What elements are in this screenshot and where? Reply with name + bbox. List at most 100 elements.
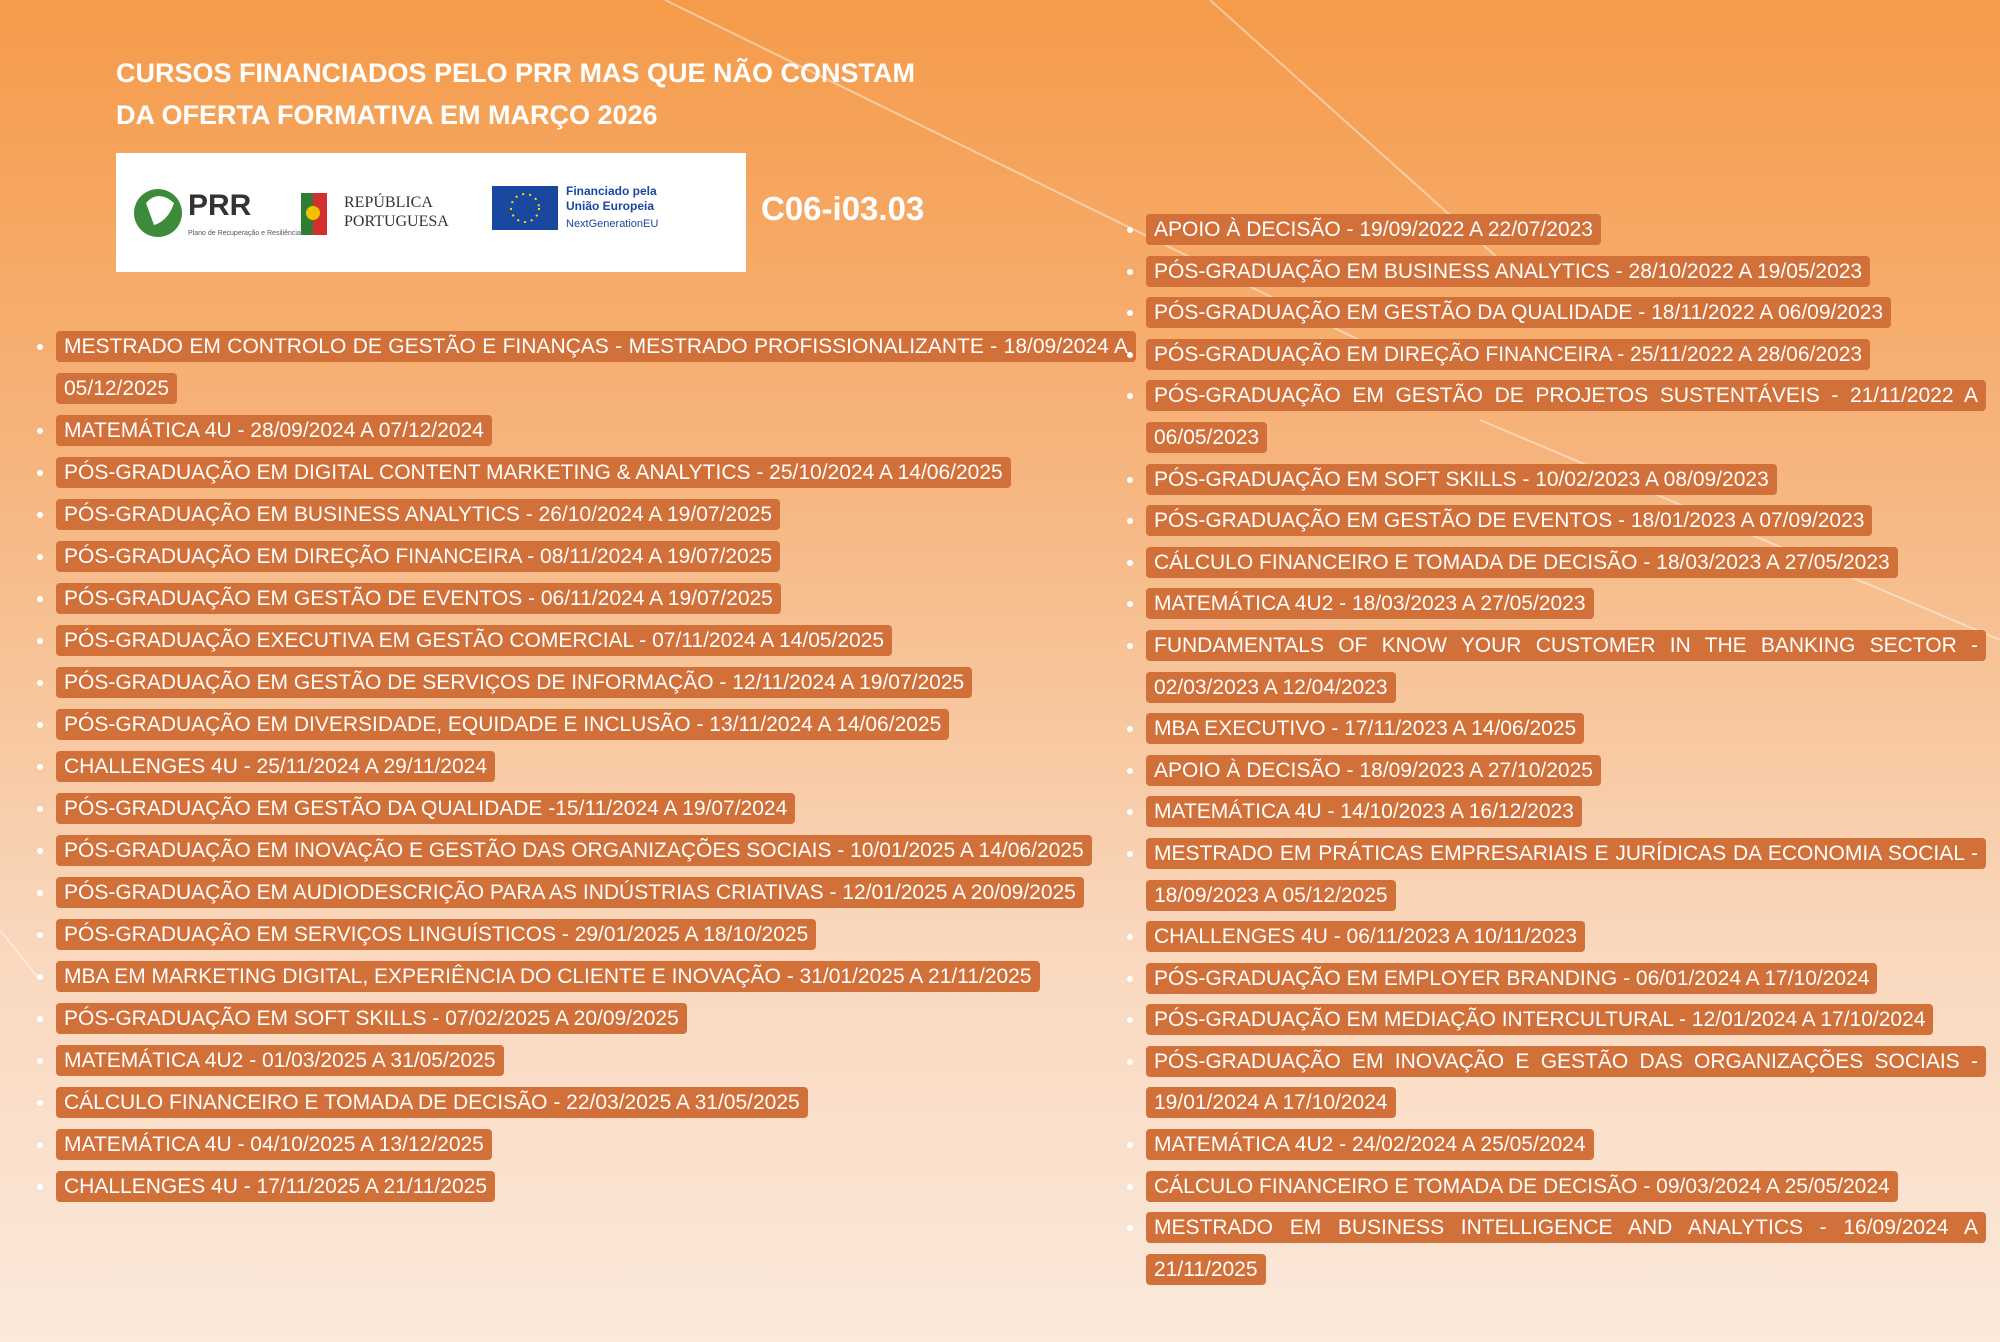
course-item: APOIO À DECISÃO - 18/09/2023 A 27/10/202… — [1146, 750, 1986, 792]
course-item: PÓS-GRADUAÇÃO EM BUSINESS ANALYTICS - 28… — [1146, 251, 1986, 293]
logos: PRR Plano de Recuperação e Resiliência R… — [116, 153, 746, 272]
course-text: PÓS-GRADUAÇÃO EM BUSINESS ANALYTICS - 26… — [56, 499, 781, 530]
course-text: MATEMÁTICA 4U - 04/10/2025 A 13/12/2025 — [56, 1129, 492, 1160]
course-item: PÓS-GRADUAÇÃO EM SOFT SKILLS - 10/02/202… — [1146, 459, 1986, 501]
course-text: PÓS-GRADUAÇÃO EM AUDIODESCRIÇÃO PARA AS … — [56, 877, 1084, 908]
eu-text: Financiado pela — [566, 184, 657, 198]
course-text: PÓS-GRADUAÇÃO EM DIREÇÃO FINANCEIRA - 25… — [1146, 338, 1871, 370]
course-item: MBA EXECUTIVO - 17/11/2023 A 14/06/2025 — [1146, 708, 1986, 750]
title-line: CURSOS FINANCIADOS PELO PRR MAS QUE NÃO … — [116, 58, 916, 88]
republica-text: REPÚBLICA — [344, 192, 433, 211]
course-item: MBA EM MARKETING DIGITAL, EXPERIÊNCIA DO… — [56, 956, 1136, 998]
course-text: PÓS-GRADUAÇÃO EM INOVAÇÃO E GESTÃO DAS O… — [56, 835, 1092, 866]
logo-strip: PRR Plano de Recuperação e Resiliência R… — [134, 184, 658, 237]
course-text: MATEMÁTICA 4U - 14/10/2023 A 16/12/2023 — [1146, 796, 1582, 828]
prr-subtext: Plano de Recuperação e Resiliência — [188, 230, 301, 237]
course-item: MATEMÁTICA 4U - 04/10/2025 A 13/12/2025 — [56, 1124, 1136, 1166]
course-list: APOIO À DECISÃO - 19/09/2022 A 22/07/202… — [1120, 209, 1986, 1290]
course-text: PÓS-GRADUAÇÃO EXECUTIVA EM GESTÃO COMERC… — [56, 625, 893, 656]
course-text: PÓS-GRADUAÇÃO EM GESTÃO DE SERVIÇOS DE I… — [56, 667, 973, 698]
course-item: CHALLENGES 4U - 25/11/2024 A 29/11/2024 — [56, 746, 1136, 788]
course-text: PÓS-GRADUAÇÃO EM GESTÃO DA QUALIDADE -15… — [56, 793, 796, 824]
course-text: MBA EM MARKETING DIGITAL, EXPERIÊNCIA DO… — [56, 961, 1040, 992]
course-item: PÓS-GRADUAÇÃO EM GESTÃO DE EVENTOS - 18/… — [1146, 500, 1986, 542]
course-item: MATEMÁTICA 4U - 28/09/2024 A 07/12/2024 — [56, 410, 1136, 452]
course-text: PÓS-GRADUAÇÃO EM DIGITAL CONTENT MARKETI… — [56, 457, 1011, 488]
course-text: MBA EXECUTIVO - 17/11/2023 A 14/06/2025 — [1146, 713, 1585, 745]
course-item: MATEMÁTICA 4U2 - 24/02/2024 A 25/05/2024 — [1146, 1124, 1986, 1166]
title-line: DA OFERTA FORMATIVA EM MARÇO 2026 — [116, 100, 658, 130]
course-text: CÁLCULO FINANCEIRO E TOMADA DE DECISÃO -… — [56, 1087, 808, 1118]
course-text: CÁLCULO FINANCEIRO E TOMADA DE DECISÃO -… — [1146, 546, 1898, 578]
course-item: MATEMÁTICA 4U - 14/10/2023 A 16/12/2023 — [1146, 791, 1986, 833]
eu-stars — [510, 193, 540, 223]
course-item: MESTRADO EM PRÁTICAS EMPRESARIAIS E JURÍ… — [1146, 833, 1986, 916]
course-text: PÓS-GRADUAÇÃO EM GESTÃO DE EVENTOS - 06/… — [56, 583, 781, 614]
course-item: CÁLCULO FINANCEIRO E TOMADA DE DECISÃO -… — [56, 1082, 1136, 1124]
title: CURSOS FINANCIADOS PELO PRR MAS QUE NÃO … — [116, 52, 915, 136]
course-item: CHALLENGES 4U - 06/11/2023 A 10/11/2023 — [1146, 916, 1986, 958]
prr-text: PRR — [188, 189, 252, 222]
course-item: APOIO À DECISÃO - 19/09/2022 A 22/07/202… — [1146, 209, 1986, 251]
course-text: PÓS-GRADUAÇÃO EM EMPLOYER BRANDING - 06/… — [1146, 962, 1878, 994]
course-text: MESTRADO EM PRÁTICAS EMPRESARIAIS E JURÍ… — [1146, 837, 1986, 911]
course-text: MATEMÁTICA 4U - 28/09/2024 A 07/12/2024 — [56, 415, 492, 446]
course-text: CÁLCULO FINANCEIRO E TOMADA DE DECISÃO -… — [1146, 1170, 1898, 1202]
course-text: FUNDAMENTALS OF KNOW YOUR CUSTOMER IN TH… — [1146, 629, 1986, 703]
course-item: PÓS-GRADUAÇÃO EM DIREÇÃO FINANCEIRA - 08… — [56, 536, 1136, 578]
flag-emblem — [306, 206, 320, 220]
course-text: MESTRADO EM BUSINESS INTELLIGENCE AND AN… — [1146, 1212, 1986, 1285]
course-text: PÓS-GRADUAÇÃO EM BUSINESS ANALYTICS - 28… — [1146, 255, 1871, 287]
republica-text: PORTUGUESA — [344, 213, 449, 230]
course-text: PÓS-GRADUAÇÃO EM DIVERSIDADE, EQUIDADE E… — [56, 709, 950, 740]
course-text: CHALLENGES 4U - 17/11/2025 A 21/11/2025 — [56, 1171, 496, 1202]
course-text: PÓS-GRADUAÇÃO EM GESTÃO DE PROJETOS SUST… — [1146, 380, 1986, 453]
course-item: MESTRADO EM BUSINESS INTELLIGENCE AND AN… — [1146, 1207, 1986, 1290]
course-item: CÁLCULO FINANCEIRO E TOMADA DE DECISÃO -… — [1146, 542, 1986, 584]
eu-flag — [492, 186, 558, 230]
course-item: PÓS-GRADUAÇÃO EM DIGITAL CONTENT MARKETI… — [56, 452, 1136, 494]
course-item: CÁLCULO FINANCEIRO E TOMADA DE DECISÃO -… — [1146, 1166, 1986, 1208]
course-item: PÓS-GRADUAÇÃO EM GESTÃO DE SERVIÇOS DE I… — [56, 662, 1136, 704]
course-item: PÓS-GRADUAÇÃO EM INOVAÇÃO E GESTÃO DAS O… — [1146, 1041, 1986, 1124]
course-text: CHALLENGES 4U - 06/11/2023 A 10/11/2023 — [1146, 921, 1586, 953]
code: C06-i03.03 — [761, 190, 925, 227]
course-text: PÓS-GRADUAÇÃO EM INOVAÇÃO E GESTÃO DAS O… — [1146, 1045, 1986, 1119]
course-item: PÓS-GRADUAÇÃO EM GESTÃO DA QUALIDADE -15… — [56, 788, 1136, 830]
eu-subtext: NextGenerationEU — [566, 218, 658, 230]
course-item: PÓS-GRADUAÇÃO EM GESTÃO DE EVENTOS - 06/… — [56, 578, 1136, 620]
course-item: PÓS-GRADUAÇÃO EM SOFT SKILLS - 07/02/202… — [56, 998, 1136, 1040]
course-item: PÓS-GRADUAÇÃO EM DIVERSIDADE, EQUIDADE E… — [56, 704, 1136, 746]
course-item: PÓS-GRADUAÇÃO EM EMPLOYER BRANDING - 06/… — [1146, 958, 1986, 1000]
course-text: PÓS-GRADUAÇÃO EM GESTÃO DA QUALIDADE - 1… — [1146, 297, 1892, 329]
course-text: PÓS-GRADUAÇÃO EM SOFT SKILLS - 10/02/202… — [1146, 463, 1777, 495]
course-item: PÓS-GRADUAÇÃO EM INOVAÇÃO E GESTÃO DAS O… — [56, 830, 1136, 872]
course-item: PÓS-GRADUAÇÃO EM BUSINESS ANALYTICS - 26… — [56, 494, 1136, 536]
flag-red — [313, 193, 327, 235]
course-item: PÓS-GRADUAÇÃO EM SERVIÇOS LINGUÍSTICOS -… — [56, 914, 1136, 956]
course-item: PÓS-GRADUAÇÃO EM GESTÃO DE PROJETOS SUST… — [1146, 375, 1986, 458]
prr-icon-shape — [146, 196, 174, 225]
course-item: PÓS-GRADUAÇÃO EM GESTÃO DA QUALIDADE - 1… — [1146, 292, 1986, 334]
course-item: CHALLENGES 4U - 17/11/2025 A 21/11/2025 — [56, 1166, 1136, 1208]
course-item: MESTRADO EM CONTROLO DE GESTÃO E FINANÇA… — [56, 326, 1136, 410]
course-text: MATEMÁTICA 4U2 - 18/03/2023 A 27/05/2023 — [1146, 588, 1594, 620]
course-text: PÓS-GRADUAÇÃO EM GESTÃO DE EVENTOS - 18/… — [1146, 505, 1873, 537]
eu-text: União Europeia — [566, 199, 654, 213]
course-item: FUNDAMENTALS OF KNOW YOUR CUSTOMER IN TH… — [1146, 625, 1986, 708]
course-text: MATEMÁTICA 4U2 - 24/02/2024 A 25/05/2024 — [1146, 1129, 1594, 1161]
course-text: MESTRADO EM CONTROLO DE GESTÃO E FINANÇA… — [56, 331, 1136, 404]
course-text: PÓS-GRADUAÇÃO EM SERVIÇOS LINGUÍSTICOS -… — [56, 919, 817, 950]
course-item: PÓS-GRADUAÇÃO EM MEDIAÇÃO INTERCULTURAL … — [1146, 999, 1986, 1041]
course-text: PÓS-GRADUAÇÃO EM DIREÇÃO FINANCEIRA - 08… — [56, 541, 781, 572]
course-text: MATEMÁTICA 4U2 - 01/03/2025 A 31/05/2025 — [56, 1045, 504, 1076]
course-item: PÓS-GRADUAÇÃO EXECUTIVA EM GESTÃO COMERC… — [56, 620, 1136, 662]
course-text: PÓS-GRADUAÇÃO EM MEDIAÇÃO INTERCULTURAL … — [1146, 1004, 1934, 1036]
course-item: PÓS-GRADUAÇÃO EM AUDIODESCRIÇÃO PARA AS … — [56, 872, 1136, 914]
course-list: MESTRADO EM CONTROLO DE GESTÃO E FINANÇA… — [30, 326, 1136, 1208]
course-item: PÓS-GRADUAÇÃO EM DIREÇÃO FINANCEIRA - 25… — [1146, 334, 1986, 376]
course-item: MATEMÁTICA 4U2 - 01/03/2025 A 31/05/2025 — [56, 1040, 1136, 1082]
course-text: APOIO À DECISÃO - 18/09/2023 A 27/10/202… — [1146, 754, 1601, 786]
course-text: PÓS-GRADUAÇÃO EM SOFT SKILLS - 07/02/202… — [56, 1003, 687, 1034]
